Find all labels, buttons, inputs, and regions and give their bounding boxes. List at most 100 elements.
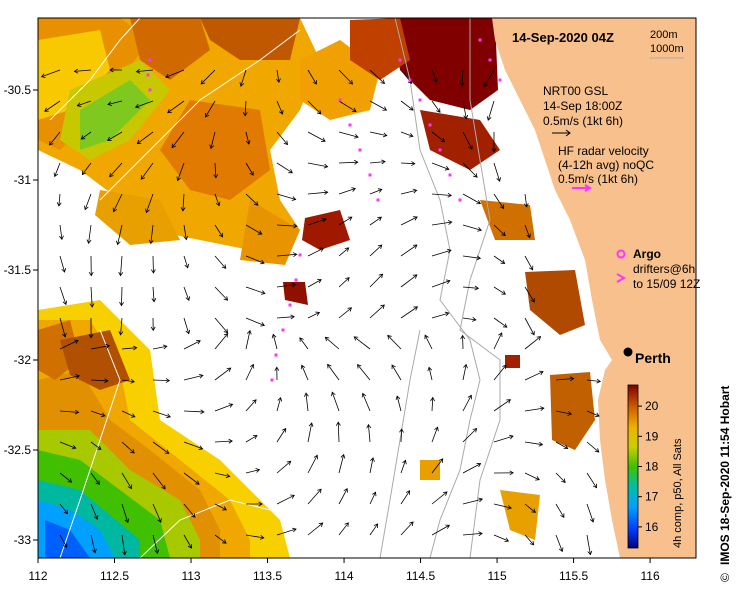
- velocity-arrow: [245, 534, 265, 540]
- x-tick-label: 113: [181, 569, 200, 583]
- velocity-arrow: [400, 521, 414, 536]
- drifter-point: [376, 198, 380, 202]
- velocity-arrow: [307, 422, 314, 443]
- velocity-arrow: [121, 472, 132, 490]
- velocity-arrow: [493, 534, 510, 543]
- velocity-arrow: [118, 255, 124, 277]
- velocity-arrow: [239, 69, 247, 87]
- velocity-arrow: [56, 193, 62, 207]
- velocity-arrow: [90, 534, 97, 554]
- drifter-point: [358, 148, 362, 152]
- velocity-arrow: [324, 336, 340, 350]
- velocity-arrow: [431, 491, 448, 505]
- velocity-arrow: [430, 396, 435, 412]
- velocity-arrow: [276, 314, 295, 320]
- velocity-arrow: [90, 378, 109, 384]
- velocity-arrow: [338, 159, 359, 165]
- velocity-arrow: [524, 317, 535, 336]
- velocity-arrow: [307, 217, 327, 226]
- velocity-arrow: [369, 304, 385, 319]
- drifter-point: [270, 378, 274, 382]
- velocity-arrow: [462, 224, 482, 232]
- drifter-point: [281, 328, 285, 332]
- velocity-arrow: [150, 317, 156, 332]
- velocity-arrow: [524, 472, 540, 481]
- velocity-arrow: [400, 161, 416, 166]
- credit-text: IMOS 18-Sep-2020 11:54 Hobart: [718, 386, 732, 565]
- velocity-arrow: [431, 426, 439, 443]
- velocity-arrow: [276, 162, 293, 174]
- velocity-arrow: [135, 68, 154, 74]
- velocity-arrow: [369, 131, 388, 138]
- velocity-arrow: [134, 100, 154, 109]
- velocity-arrow: [245, 399, 257, 412]
- velocity-arrow: [462, 255, 482, 261]
- velocity-arrow: [555, 534, 564, 553]
- velocity-arrow: [493, 503, 512, 510]
- drifter-point: [418, 98, 422, 102]
- velocity-arrow: [431, 279, 451, 288]
- velocity-arrow: [183, 373, 204, 381]
- y-tick-label: -33: [14, 533, 32, 547]
- velocity-arrow: [84, 193, 92, 211]
- velocity-arrow: [183, 286, 191, 301]
- velocity-arrow: [353, 336, 371, 350]
- velocity-arrow: [431, 162, 450, 171]
- velocity-arrow: [331, 391, 340, 412]
- velocity-arrow: [271, 333, 278, 350]
- map-title: 14-Sep-2020 04Z: [512, 30, 614, 45]
- velocity-arrow: [107, 131, 123, 141]
- velocity-arrow: [73, 68, 92, 74]
- velocity-arrow: [183, 340, 201, 350]
- velocity-arrow: [431, 131, 446, 143]
- velocity-arrow: [49, 131, 61, 146]
- velocity-arrow: [338, 247, 350, 257]
- velocity-arrow: [369, 69, 385, 85]
- velocity-arrow: [245, 329, 252, 350]
- velocity-arrow: [524, 286, 535, 303]
- velocity-arrow: [121, 503, 130, 524]
- velocity-arrow: [369, 216, 383, 226]
- velocity-arrow: [40, 69, 61, 78]
- city-label: Perth: [635, 350, 671, 366]
- velocity-arrow: [524, 406, 545, 412]
- x-tick-label: 113.5: [253, 569, 282, 583]
- velocity-arrow: [524, 370, 544, 381]
- velocity-arrow: [245, 435, 258, 443]
- y-tick-label: -31: [14, 173, 32, 187]
- velocity-arrow: [338, 453, 346, 474]
- velocity-arrow: [400, 306, 419, 319]
- velocity-arrow: [555, 376, 575, 382]
- velocity-arrow: [59, 317, 67, 338]
- velocity-arrow: [493, 255, 506, 264]
- drifter-tracks: [146, 38, 502, 382]
- drifter-point: [408, 78, 412, 82]
- drifter-point: [478, 38, 482, 42]
- velocity-arrow: [59, 339, 79, 350]
- velocity-arrow: [493, 399, 512, 412]
- velocity-arrow: [88, 255, 94, 277]
- velocity-arrow: [493, 193, 505, 210]
- velocity-arrow: [462, 427, 478, 443]
- velocity-arrow: [150, 255, 156, 274]
- velocity-arrow: [431, 458, 444, 474]
- velocity-arrow: [586, 503, 595, 523]
- velocity-arrow: [462, 100, 469, 120]
- velocity-arrow: [460, 334, 466, 350]
- velocity-arrow: [400, 100, 414, 111]
- velocity-arrow: [109, 162, 123, 178]
- velocity-arrow: [307, 190, 329, 195]
- velocity-arrow: [274, 366, 280, 381]
- velocity-arrow: [462, 317, 477, 322]
- velocity-arrow: [555, 410, 573, 416]
- velocity-arrow: [493, 286, 507, 295]
- velocity-arrow: [152, 503, 162, 523]
- velocity-arrow: [119, 286, 124, 307]
- velocity-arrow: [214, 438, 233, 444]
- velocity-arrow: [183, 441, 204, 450]
- velocity-arrow: [431, 69, 438, 83]
- drifter-point: [368, 173, 372, 177]
- velocity-arrow: [112, 193, 123, 213]
- drifter-point: [288, 303, 292, 307]
- velocity-arrow: [245, 131, 251, 145]
